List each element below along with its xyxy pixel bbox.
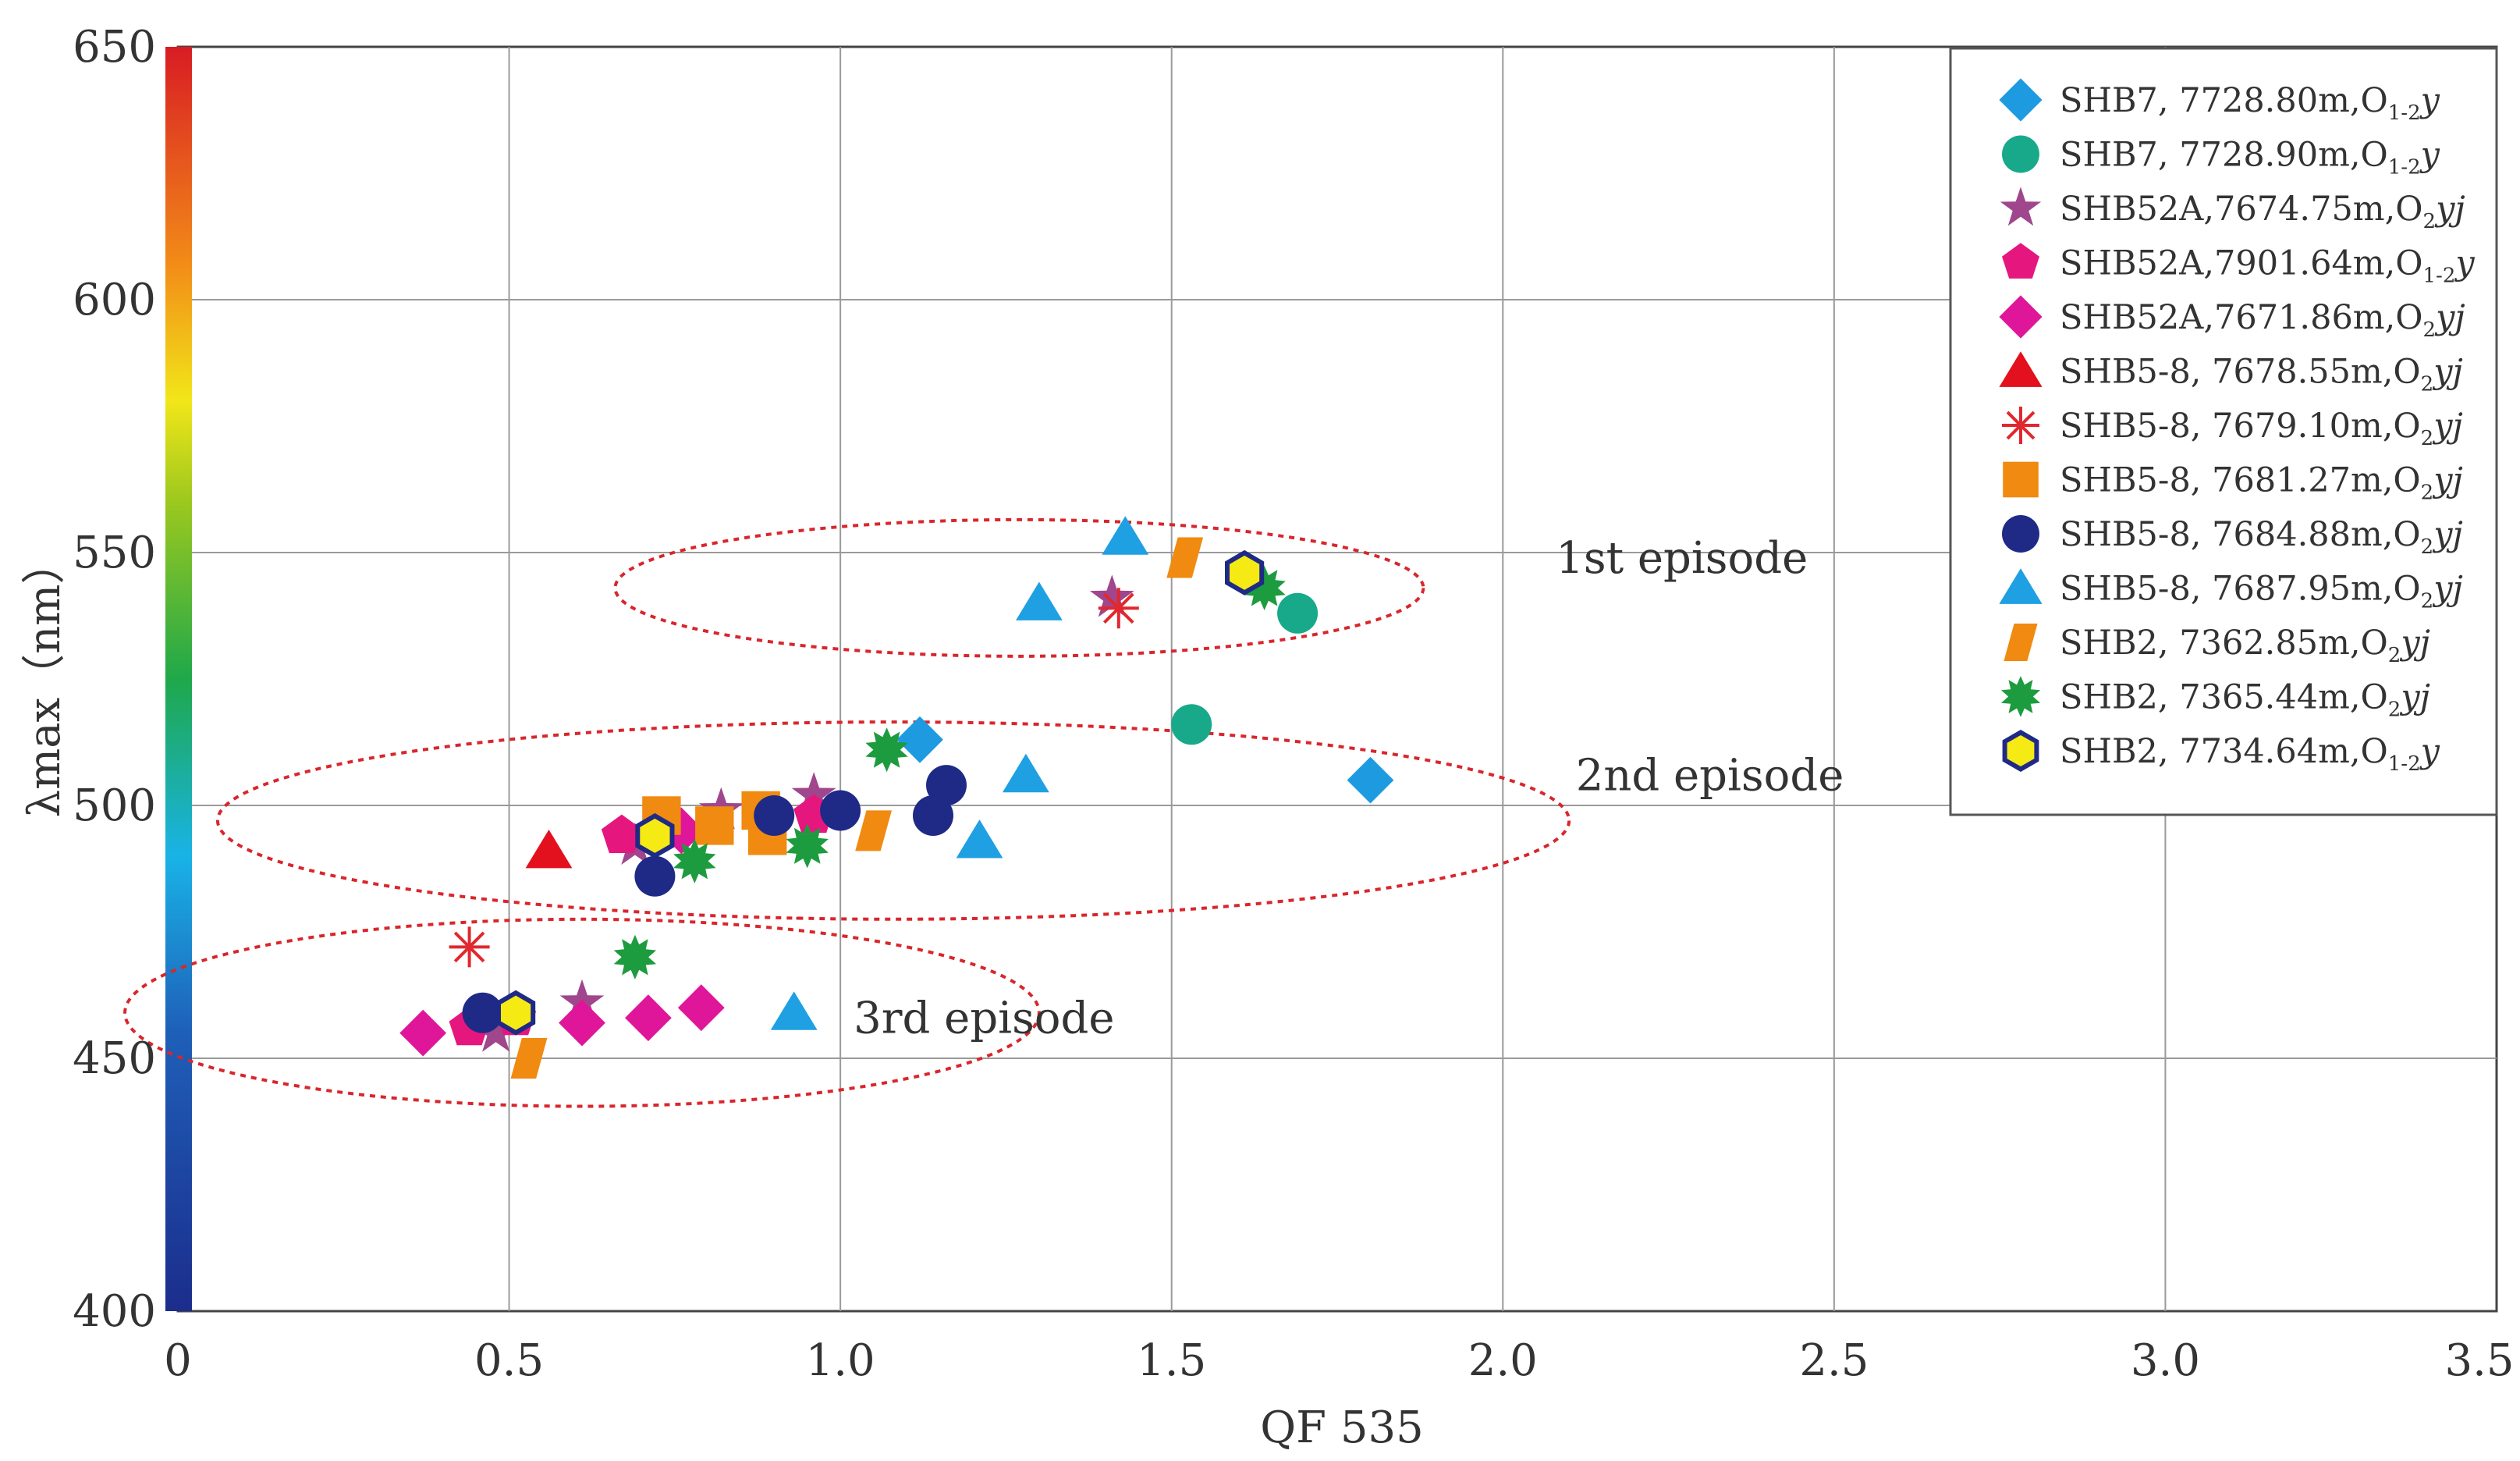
legend-label: SHB2, 7734.64m,O1-2y: [2060, 732, 2440, 776]
legend-marker: [2000, 187, 2042, 226]
legend-marker: [1999, 568, 2043, 604]
legend-label: SHB5-8, 7687.95m,O2yj: [2060, 570, 2463, 613]
data-point: [635, 812, 675, 858]
legend-marker: [1999, 295, 2043, 339]
x-tick-label: 0.5: [474, 1335, 544, 1386]
data-point: [926, 765, 967, 806]
x-tick-label: 2.0: [1468, 1335, 1538, 1386]
legend-marker: [2002, 243, 2039, 279]
y-tick-label: 550: [73, 528, 156, 578]
legend-label: SHB2, 7362.85m,O2yj: [2060, 624, 2430, 667]
data-point: [1347, 756, 1394, 804]
data-point: [754, 795, 795, 836]
legend: SHB7, 7728.80m,O1-2y SHB7, 7728.90m,O1-2y…: [1949, 47, 2498, 816]
data-point: [1003, 753, 1049, 793]
legend-box: [1949, 47, 2498, 816]
y-tick-label: 650: [73, 22, 156, 73]
data-point: [601, 814, 642, 853]
data-point: [956, 819, 1003, 858]
episode-ellipse: [215, 720, 1571, 921]
data-point: [525, 830, 573, 869]
legend-label: SHB5-8, 7684.88m,O2yj: [2060, 515, 2463, 559]
x-tick-label: 3.0: [2131, 1335, 2200, 1386]
y-tick-label: 500: [73, 780, 156, 831]
data-point: [786, 823, 829, 869]
data-point: [1166, 537, 1204, 578]
legend-marker: [2002, 730, 2039, 772]
x-tick-label: 1.5: [1137, 1335, 1206, 1386]
data-point: [613, 934, 657, 979]
legend-label: SHB2, 7365.44m,O2yj: [2060, 678, 2430, 722]
data-point: [913, 795, 953, 836]
episode-ellipse: [123, 917, 1041, 1108]
legend-label: SHB5-8, 7678.55m,O2yj: [2060, 353, 2463, 396]
x-tick-label: 2.5: [1799, 1335, 1869, 1386]
legend-marker: [2004, 624, 2038, 661]
data-point: [399, 1009, 447, 1057]
data-point: [677, 984, 725, 1032]
episode-label: 2nd episode: [1576, 751, 1844, 802]
y-tick-label: 600: [73, 275, 156, 325]
data-point: [896, 716, 943, 763]
x-tick-label: 3.5: [2444, 1335, 2514, 1386]
legend-label: SHB5-8, 7679.10m,O2yj: [2060, 407, 2463, 450]
legend-marker: [2002, 135, 2039, 173]
data-point: [791, 772, 836, 815]
data-point: [865, 727, 908, 773]
data-point: [1089, 574, 1134, 617]
y-axis-title: λmax（nm）: [20, 541, 70, 818]
data-point: [462, 992, 503, 1033]
episode-ellipse: [613, 517, 1425, 658]
x-axis-title: QF 535: [1260, 1402, 1423, 1453]
data-point: [1098, 588, 1139, 629]
data-point: [634, 855, 676, 897]
data-point: [510, 1038, 548, 1079]
legend-label: SHB5-8, 7681.27m,O2yj: [2060, 461, 2463, 505]
data-point: [695, 806, 734, 845]
x-tick-label: 0: [164, 1335, 192, 1386]
legend-label: SHB52A,7901.64m,O1-2y: [2060, 244, 2475, 288]
legend-label: SHB52A,7671.86m,O2yj: [2060, 298, 2465, 342]
data-point: [559, 999, 605, 1047]
data-point: [673, 838, 716, 883]
legend-marker: [2002, 515, 2039, 553]
data-point: [1224, 549, 1265, 595]
data-point: [625, 994, 672, 1042]
data-point: [1102, 516, 1149, 555]
y-tick-label: 400: [73, 1286, 156, 1337]
legend-marker: [2000, 676, 2041, 717]
legend-marker: [1999, 351, 2043, 387]
episode-label: 1st episode: [1556, 533, 1808, 584]
data-point: [474, 1009, 518, 1052]
y-tick-label: 450: [73, 1033, 156, 1084]
legend-label: SHB52A,7674.75m,O2yj: [2060, 190, 2465, 233]
data-point: [855, 810, 892, 851]
data-point: [658, 807, 705, 855]
data-point: [770, 991, 818, 1030]
x-tick-label: 1.0: [806, 1335, 875, 1386]
data-point: [449, 926, 490, 968]
legend-label: SHB7, 7728.80m,O1-2y: [2060, 81, 2440, 125]
legend-marker: [2003, 461, 2039, 498]
episode-label: 3rd episode: [854, 994, 1114, 1044]
data-point: [1277, 592, 1319, 634]
data-point: [820, 790, 861, 831]
data-point: [1171, 704, 1212, 745]
data-point: [495, 990, 536, 1036]
legend-marker: [2002, 407, 2039, 444]
legend-label: SHB7, 7728.90m,O1-2y: [2060, 136, 2440, 180]
legend-marker: [1999, 78, 2043, 122]
data-point: [1016, 581, 1063, 620]
wavelength-color-bar: [165, 47, 192, 1311]
